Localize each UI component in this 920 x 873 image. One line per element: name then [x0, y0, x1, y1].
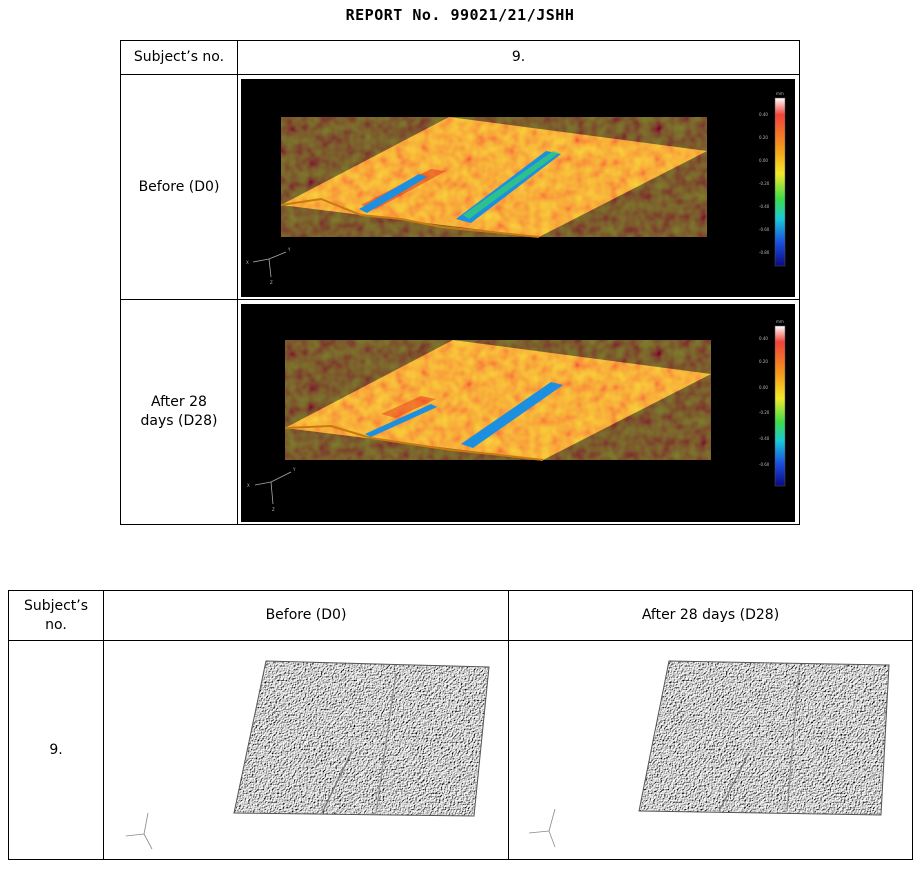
surface-map-table: Subject’s no. 9. Before (D0) mm 0.40 0.2… — [120, 40, 800, 525]
before-relief-image — [125, 660, 490, 850]
legend-unit: mm — [776, 91, 784, 96]
legend-bar: mm 0.40 0.20 0.00 -0.20 -0.40 -0.60 -0.8… — [759, 91, 786, 267]
surface-peak — [381, 396, 436, 418]
row-label-after-line2: days (D28) — [140, 413, 218, 429]
axis-triad — [528, 808, 556, 848]
axis-z-label: Z — [272, 507, 275, 512]
before-3d-surface: mm 0.40 0.20 0.00 -0.20 -0.40 -0.60 -0.8… — [246, 91, 786, 285]
subject-header-2-line2: no. — [45, 616, 67, 633]
relief-outline — [233, 660, 490, 817]
axis-x-label: X — [247, 483, 250, 488]
legend-tick: -0.80 — [759, 250, 770, 255]
surface-texture — [281, 117, 707, 237]
legend-tick: -0.20 — [759, 410, 770, 415]
header-before: Before (D0) — [103, 590, 509, 641]
legend-tick: -0.20 — [759, 181, 770, 186]
header-after: After 28 days (D28) — [508, 590, 913, 641]
groove-left — [365, 404, 437, 437]
subject-header-2-line1: Subject’s — [23, 597, 89, 614]
surface-edge — [284, 424, 544, 461]
relief-texture — [234, 661, 489, 816]
after-3d-image: mm 0.40 0.20 0.00 -0.20 -0.40 -0.60 X Y … — [241, 304, 795, 522]
subject-number: 9. — [237, 40, 800, 75]
before-image-cell: mm 0.40 0.20 0.00 -0.20 -0.40 -0.60 -0.8… — [237, 74, 800, 300]
report-title: REPORT No. 99021/21/JSHH — [345, 6, 575, 24]
relief-groove — [786, 670, 800, 812]
before-3d-image: mm 0.40 0.20 0.00 -0.20 -0.40 -0.60 -0.8… — [241, 79, 795, 297]
axis-x-label: X — [246, 260, 249, 265]
axis-triad: X Y Z — [247, 467, 296, 512]
groove-right — [461, 382, 563, 448]
row-label-after-line1: After 28 — [151, 394, 207, 410]
axis-triad — [125, 812, 153, 850]
after-relief-cell — [508, 640, 913, 860]
relief-outline — [638, 660, 890, 816]
after-image-cell: mm 0.40 0.20 0.00 -0.20 -0.40 -0.60 X Y … — [237, 299, 800, 525]
subject-number-2: 9. — [8, 640, 104, 860]
legend-tick: -0.40 — [759, 204, 770, 209]
relief-groove — [375, 672, 397, 814]
legend-tick: 0.20 — [759, 135, 768, 140]
subject-header: Subject’s no. — [120, 40, 238, 75]
legend-bar: mm 0.40 0.20 0.00 -0.20 -0.40 -0.60 — [759, 319, 786, 487]
row-label-after: After 28 days (D28) — [120, 299, 238, 525]
relief-image-table: Subject’s no. Before (D0) After 28 days (… — [8, 590, 913, 860]
axis-z-label: Z — [270, 280, 273, 285]
legend-tick: 0.40 — [759, 112, 768, 117]
surface-texture — [285, 340, 711, 460]
legend-tick: 0.00 — [759, 385, 768, 390]
legend-tick: -0.60 — [759, 227, 770, 232]
surface-edge — [280, 197, 540, 238]
relief-texture — [639, 661, 889, 815]
axis-triad: X Y Z — [246, 247, 291, 285]
axis-y-label: Y — [292, 467, 296, 472]
legend-tick: -0.60 — [759, 462, 770, 467]
after-relief-image — [528, 660, 890, 848]
axis-y-label: Y — [287, 247, 291, 252]
legend-tick: 0.40 — [759, 336, 768, 341]
row-label-before: Before (D0) — [120, 74, 238, 300]
legend-unit: mm — [776, 319, 784, 324]
relief-groove — [321, 750, 353, 814]
before-relief-cell — [103, 640, 509, 860]
legend-tick: 0.00 — [759, 158, 768, 163]
legend-tick: 0.20 — [759, 359, 768, 364]
after-3d-surface: mm 0.40 0.20 0.00 -0.20 -0.40 -0.60 X Y … — [247, 319, 786, 512]
groove-edge — [463, 151, 559, 219]
subject-header-2: Subject’s no. — [8, 590, 104, 641]
legend-tick: -0.40 — [759, 436, 770, 441]
relief-groove — [718, 752, 750, 812]
groove-left — [359, 174, 427, 213]
